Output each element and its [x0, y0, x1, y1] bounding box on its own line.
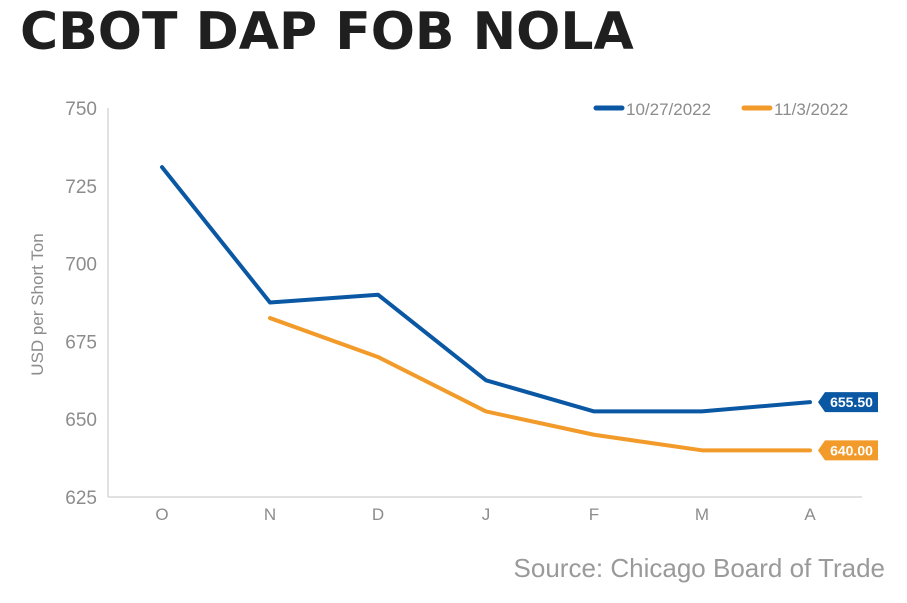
- chart-title: CBOT DAP FOB NOLA: [20, 2, 634, 62]
- y-tick-label: 750: [65, 99, 97, 120]
- x-tick-label: F: [589, 505, 599, 524]
- y-tick-label: 700: [65, 255, 97, 276]
- legend-label: 10/27/2022: [626, 100, 711, 119]
- y-tick-label: 625: [65, 488, 97, 509]
- source-note: Source: Chicago Board of Trade: [513, 553, 885, 583]
- y-tick-label: 675: [65, 332, 97, 353]
- y-axis-title: USD per Short Ton: [28, 233, 47, 375]
- x-tick-label: D: [372, 505, 384, 524]
- y-tick-label: 650: [65, 410, 97, 431]
- chart-axes: 750 725 700 675 650 625 O N D J F M A USD per Short T…: [28, 99, 862, 524]
- x-tick-label: N: [264, 505, 276, 524]
- end-value-label: 640.00: [830, 442, 873, 458]
- series-line-2: [268, 316, 812, 453]
- x-tick-label: O: [155, 505, 168, 524]
- x-tick-label: A: [804, 505, 816, 524]
- legend-label: 11/3/2022: [774, 100, 848, 119]
- end-value-label: 655.50: [830, 394, 873, 410]
- y-tick-label: 725: [65, 177, 97, 198]
- x-tick-label: M: [695, 505, 709, 524]
- chart-series: 655.50 640.00: [160, 165, 878, 461]
- end-value-tag: [818, 392, 878, 413]
- end-value-tag: [818, 440, 878, 461]
- x-tick-label: J: [482, 505, 491, 524]
- chart-legend: 10/27/2022 11/3/2022: [593, 100, 848, 119]
- series-line-1: [160, 165, 812, 414]
